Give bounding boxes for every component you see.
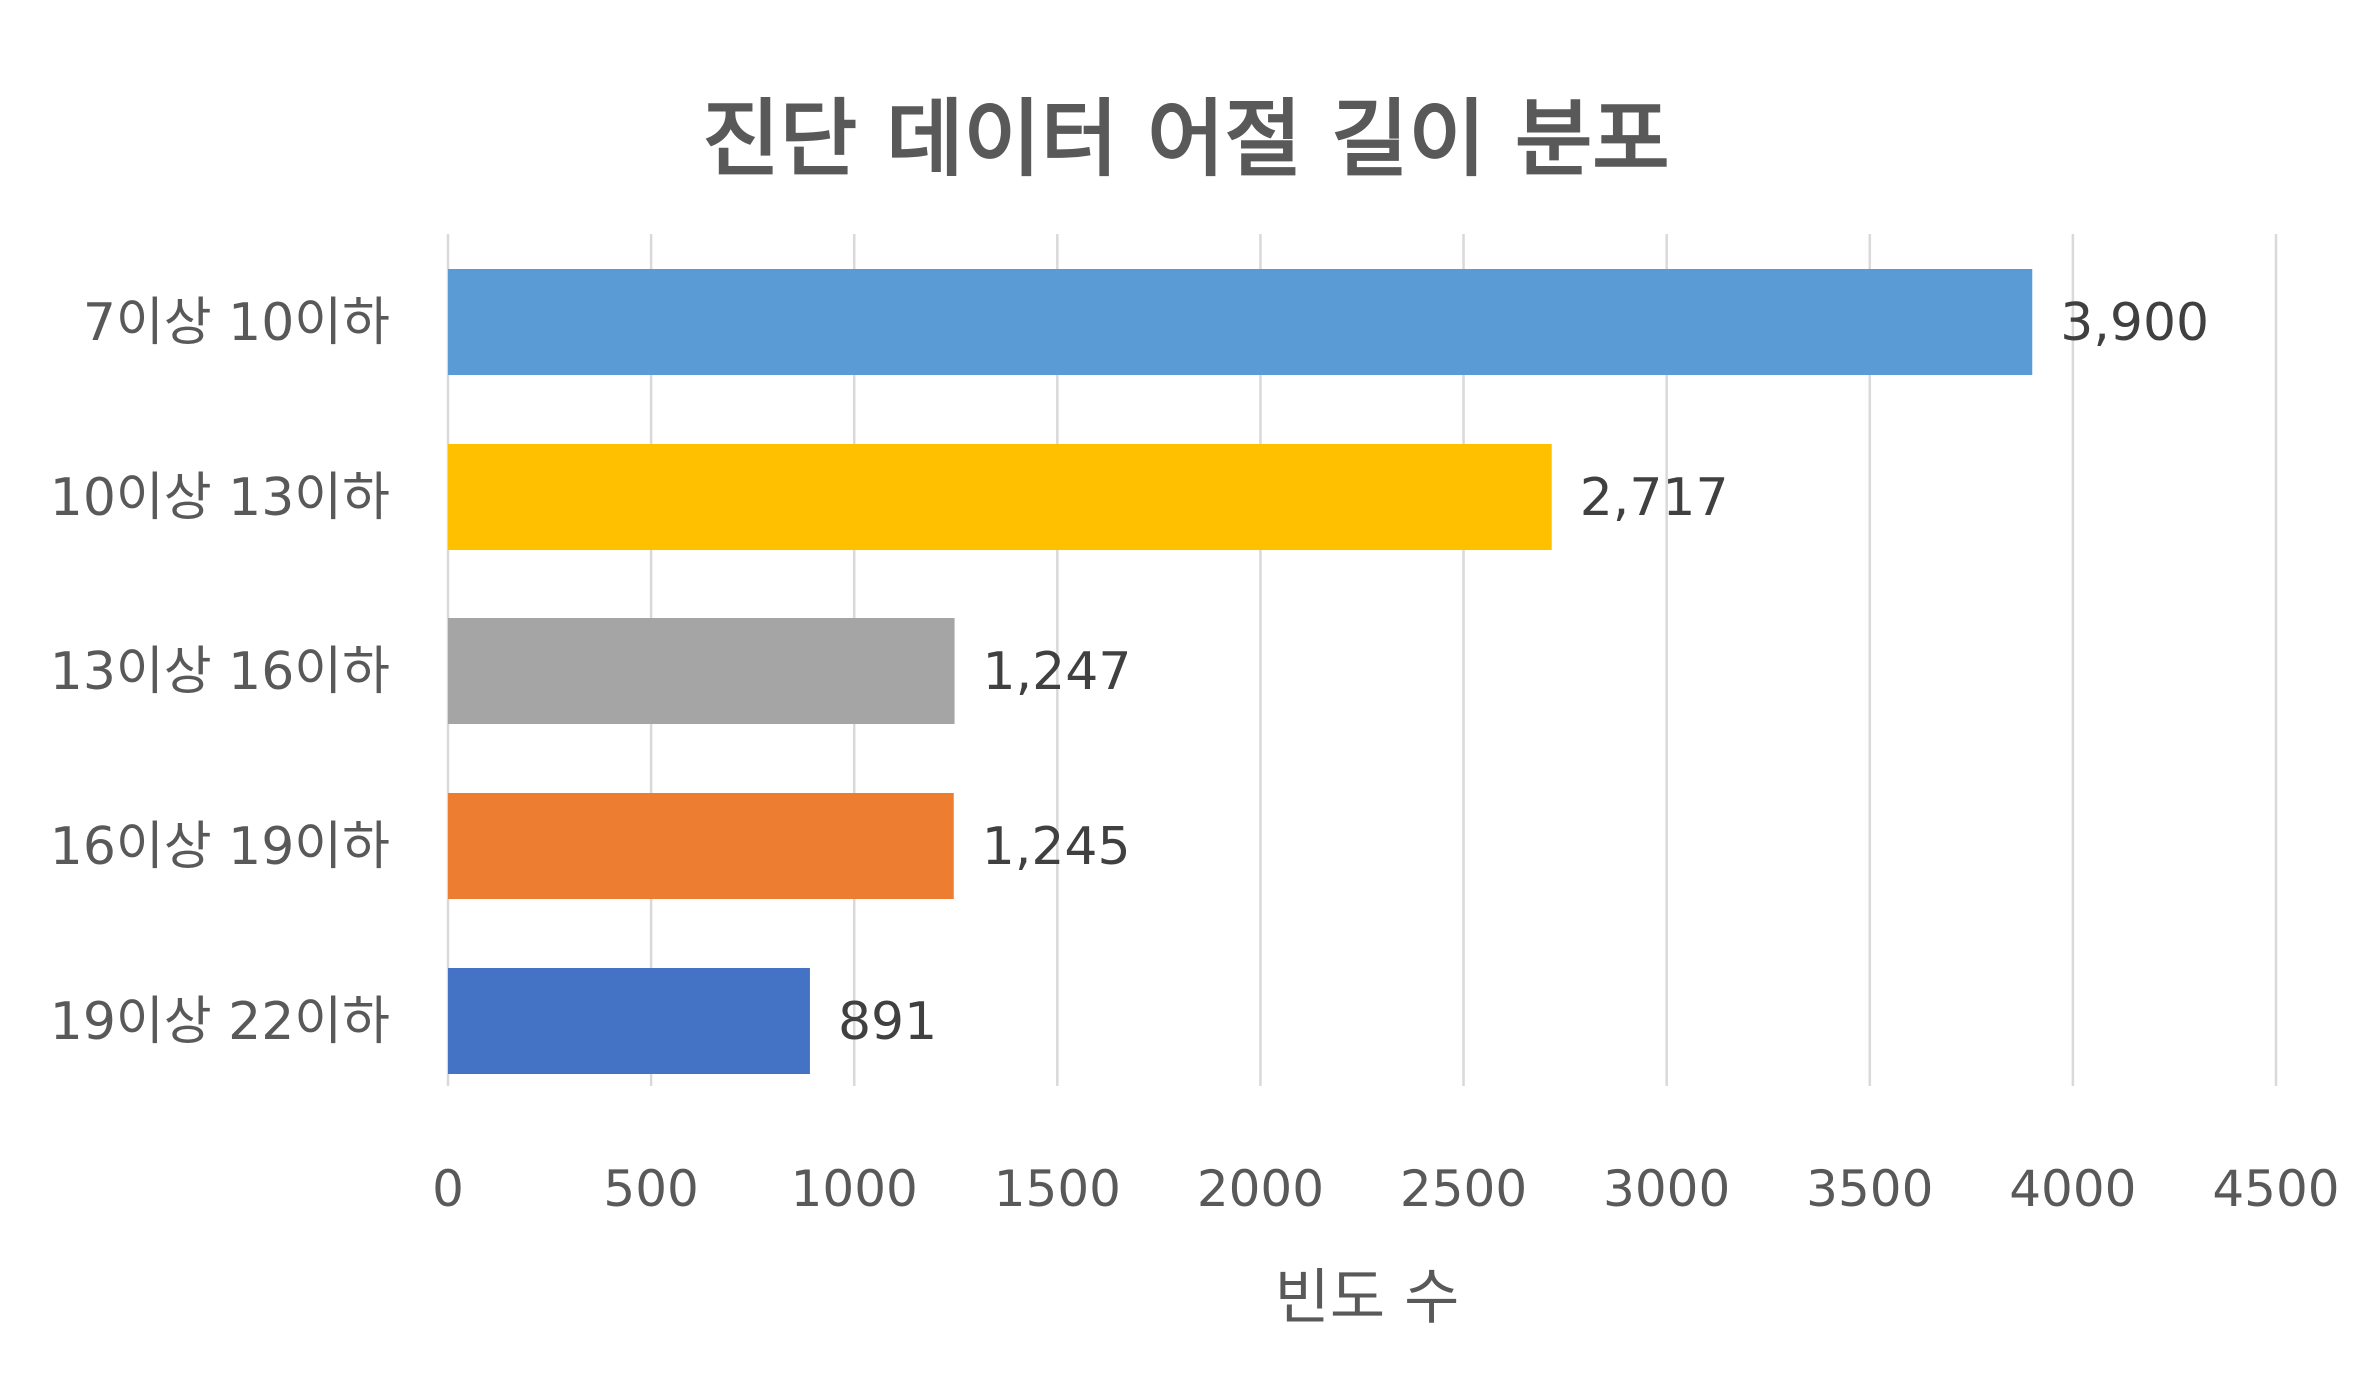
category-label: 19이상 22이하 <box>50 992 390 1052</box>
bar <box>448 618 955 724</box>
data-label: 1,245 <box>982 817 1131 877</box>
data-label: 3,900 <box>2060 293 2209 353</box>
category-label: 13이상 16이하 <box>50 642 390 702</box>
x-tick-label: 500 <box>603 1160 698 1218</box>
bar <box>448 269 2033 375</box>
x-tick-label: 2500 <box>1400 1160 1527 1218</box>
x-tick-label: 4500 <box>2212 1160 2339 1218</box>
x-tick-label: 3000 <box>1603 1160 1730 1218</box>
bar <box>448 444 1552 550</box>
bars <box>448 269 2033 1074</box>
bar <box>448 968 810 1074</box>
category-label: 10이상 13이하 <box>50 468 390 528</box>
category-label: 16이상 19이하 <box>50 817 390 877</box>
category-label: 7이상 10이하 <box>83 293 390 353</box>
data-label: 2,717 <box>1580 468 1729 528</box>
category-labels: 7이상 10이하 10이상 13이하 13이상 16이하 16이상 19이하 19이상 … <box>50 293 390 1052</box>
x-tick-label: 0 <box>432 1160 464 1218</box>
x-tick-label: 2000 <box>1197 1160 1324 1218</box>
x-axis-tick-labels: 0 500 1000 1500 2000 2500 3000 3500 4000 4500 <box>432 1160 2340 1218</box>
x-tick-label: 3500 <box>1806 1160 1933 1218</box>
data-label: 891 <box>838 992 937 1052</box>
x-tick-label: 1500 <box>994 1160 1121 1218</box>
x-tick-label: 4000 <box>2009 1160 2136 1218</box>
x-axis-title: 빈도 수 <box>1275 1263 1460 1333</box>
data-labels: 3,900 2,717 1,247 1,245 891 <box>838 293 2209 1052</box>
bar <box>448 793 954 899</box>
data-label: 1,247 <box>983 642 1132 702</box>
chart-title: 진단 데이터 어절 길이 분포 <box>702 90 1669 188</box>
x-tick-label: 1000 <box>791 1160 918 1218</box>
